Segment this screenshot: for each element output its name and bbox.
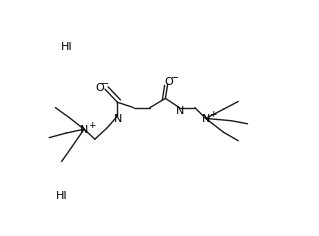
Text: −: − <box>101 79 109 89</box>
Text: N: N <box>114 114 122 124</box>
Text: N: N <box>175 106 184 116</box>
Text: +: + <box>88 121 95 130</box>
Text: N: N <box>202 114 211 124</box>
Text: N: N <box>80 125 89 135</box>
Text: HI: HI <box>61 42 72 52</box>
Text: +: + <box>209 110 217 119</box>
Text: O: O <box>95 83 104 93</box>
Text: HI: HI <box>56 191 68 201</box>
Text: O: O <box>165 77 173 87</box>
Text: −: − <box>171 73 179 83</box>
